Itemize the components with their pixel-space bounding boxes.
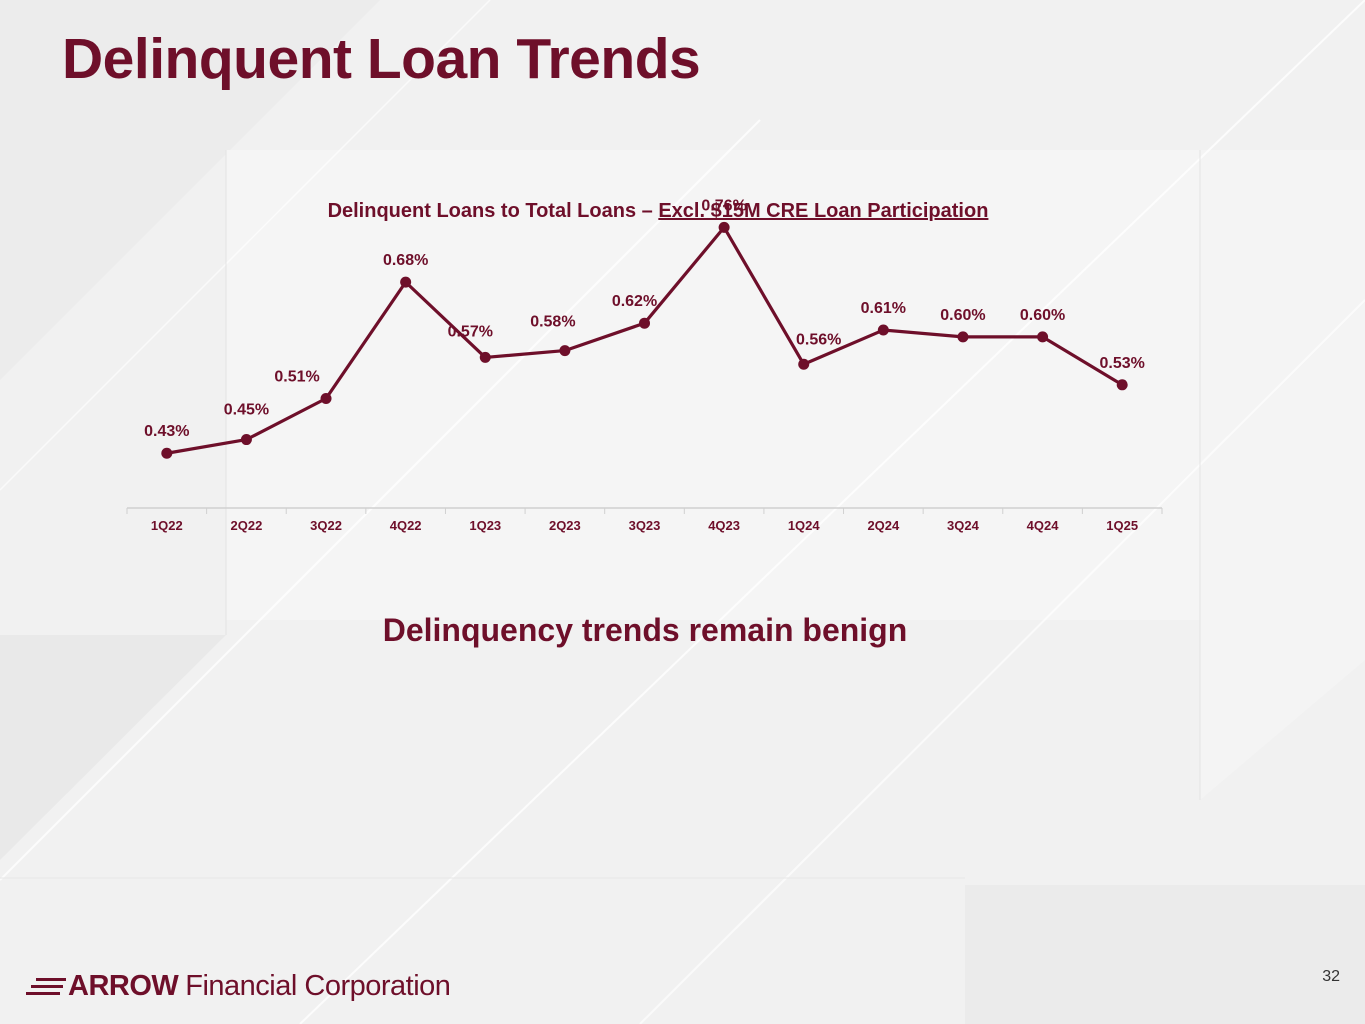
data-point <box>240 434 252 446</box>
logo-speed-lines-icon <box>26 972 68 1000</box>
data-label: 0.61% <box>861 300 906 317</box>
data-label: 0.57% <box>448 323 493 340</box>
chart-title: Delinquent Loans to Total Loans – Excl. … <box>0 200 1316 223</box>
data-point <box>559 345 571 357</box>
data-point <box>479 351 491 363</box>
chart-title-underlined: Excl. $15M CRE Loan Participation <box>658 200 989 222</box>
x-tick-label: 4Q24 <box>1027 518 1060 533</box>
page-number: 32 <box>1322 968 1340 985</box>
chart-title-main: Delinquent Loans to Total Loans – <box>327 200 659 222</box>
data-label: 0.45% <box>224 402 269 419</box>
data-label: 0.56% <box>796 331 841 348</box>
data-point <box>798 358 810 370</box>
data-point <box>1037 331 1049 343</box>
data-point <box>877 324 889 336</box>
logo-company-name: Financial Corporation <box>185 969 451 1002</box>
data-point <box>957 331 969 343</box>
data-label: 0.76% <box>701 197 746 214</box>
x-tick-label: 2Q22 <box>231 518 263 533</box>
x-tick-label: 3Q22 <box>310 518 342 533</box>
data-point <box>161 447 173 459</box>
data-label: 0.53% <box>1100 355 1145 372</box>
data-point <box>1116 379 1128 391</box>
x-tick-label: 1Q24 <box>788 518 821 533</box>
x-tick-label: 4Q23 <box>708 518 740 533</box>
data-label: 0.51% <box>274 368 319 385</box>
x-tick-label: 2Q24 <box>867 518 900 533</box>
x-tick-label: 4Q22 <box>390 518 422 533</box>
data-label: 0.68% <box>383 252 428 269</box>
series-line <box>166 225 1124 455</box>
data-point <box>639 317 650 329</box>
data-point <box>718 221 730 233</box>
x-tick-label: 2Q23 <box>549 518 581 533</box>
x-tick-label: 1Q25 <box>1106 518 1138 533</box>
data-label: 0.62% <box>612 293 657 310</box>
data-point <box>400 276 412 288</box>
x-tick-label: 1Q22 <box>151 518 183 533</box>
x-tick-label: 1Q23 <box>469 518 501 533</box>
data-label: 0.60% <box>940 307 985 324</box>
page-title: Delinquent Loan Trends <box>62 27 701 91</box>
x-tick-label: 3Q24 <box>947 518 980 533</box>
company-logo: ARROW Financial Corporation <box>26 966 451 1006</box>
data-label: 0.43% <box>144 423 189 440</box>
data-label: 0.60% <box>1020 307 1065 324</box>
slide-subtitle: Delinquency trends remain benign <box>382 612 908 648</box>
x-tick-label: 3Q23 <box>629 518 661 533</box>
logo-brand: ARROW <box>68 969 179 1002</box>
data-point <box>320 392 332 404</box>
data-label: 0.58% <box>530 314 575 331</box>
